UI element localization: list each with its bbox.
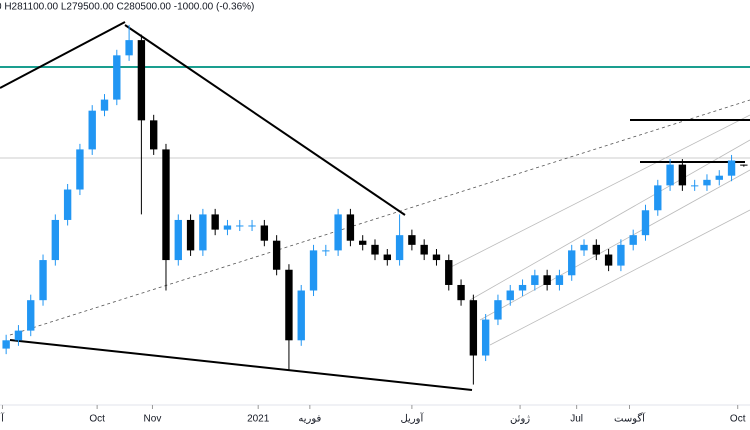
candle-body: [703, 179, 711, 186]
candle-body: [531, 275, 539, 285]
candle-body: [14, 330, 23, 341]
candle-body: [346, 214, 355, 241]
candle-body: [617, 244, 625, 266]
candle-body: [506, 290, 514, 301]
candle-body: [199, 214, 207, 251]
trendlines: [0, 21, 750, 391]
x-tick-label: Nov: [144, 414, 162, 425]
candle-body: [445, 260, 453, 285]
candles: [2, 24, 748, 385]
candle-body: [248, 225, 256, 227]
header: 0 H281100.00 L279500.00 C280500.00 -1000…: [0, 2, 254, 13]
candle-body: [88, 110, 96, 150]
candle-body: [211, 214, 219, 230]
candle-body: [162, 149, 170, 261]
candle-body: [334, 214, 342, 251]
candle-body: [432, 254, 441, 261]
candle-body: [678, 164, 687, 186]
candle-body: [481, 319, 490, 356]
candle-body: [690, 185, 699, 187]
candle-body: [260, 225, 269, 241]
candle-body: [420, 244, 428, 255]
candle-body: [383, 254, 391, 261]
x-tick-label: آگوست: [614, 412, 646, 425]
candle-body: [518, 284, 527, 291]
candle-body: [63, 189, 72, 220]
candle-body: [39, 260, 47, 301]
x-tick-label: آوریل: [400, 412, 424, 425]
x-tick-label: Oct: [730, 414, 746, 425]
candle-body: [322, 250, 330, 252]
candle-body: [555, 275, 564, 285]
candle-body: [236, 225, 244, 227]
candle-body: [666, 164, 674, 186]
candle-body: [309, 250, 318, 291]
candle-body: [395, 235, 404, 261]
candle-body: [543, 275, 551, 285]
x-tick-label: ژوئن: [510, 414, 530, 425]
candle-body: [457, 284, 465, 301]
candle-body: [469, 300, 478, 356]
candle-body: [223, 225, 232, 230]
candle-body: [76, 149, 84, 190]
candle-body: [715, 175, 723, 180]
x-tick-label: Oct: [89, 414, 105, 425]
x-tick-label: Jul: [570, 414, 583, 425]
candle-body: [408, 235, 416, 245]
x-tick-label: 2021: [247, 414, 270, 425]
x-tick-label: آ: [0, 412, 5, 425]
candle-body: [568, 250, 576, 276]
candle-body: [629, 235, 637, 245]
candle-body: [51, 219, 60, 261]
candle-body: [113, 55, 121, 100]
candle-body: [641, 210, 650, 236]
candle-body: [285, 269, 293, 341]
candle-body: [27, 300, 35, 331]
candle-body: [2, 340, 10, 349]
candle-body: [371, 244, 379, 255]
candle-body: [100, 99, 109, 111]
header-bg: [0, 0, 225, 14]
candle-body: [580, 244, 588, 251]
candle-body: [186, 219, 195, 251]
candle-body: [150, 120, 158, 150]
candle-body: [272, 240, 281, 270]
channel: [444, 114, 750, 346]
candle-body: [359, 240, 367, 245]
candle-body: [604, 254, 613, 266]
candle-body: [740, 164, 748, 166]
x-tick-label: فوریه: [298, 414, 321, 425]
candle-body: [297, 290, 305, 341]
candle-body: [654, 185, 662, 211]
candle-body: [125, 40, 133, 56]
candle-body: [592, 244, 600, 255]
candle-body: [174, 219, 182, 261]
candle-body: [494, 300, 502, 320]
candle-body: [727, 160, 736, 176]
candle-body: [137, 40, 146, 121]
